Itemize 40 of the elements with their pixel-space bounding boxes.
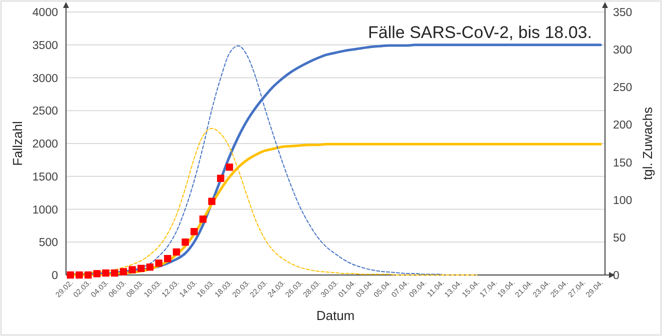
y2-tick-label: 150 [613, 157, 632, 170]
point [76, 271, 83, 279]
point [66, 271, 74, 279]
y2-tick-label: 300 [613, 44, 632, 57]
y2-tick-label: 100 [613, 194, 632, 207]
y-tick-label: 1000 [32, 204, 58, 216]
y2-tick-label: 250 [613, 82, 632, 94]
y2-axis-title: tgl. Zuwachs [640, 106, 655, 180]
point [102, 269, 110, 277]
y2-tick-label: 350 [613, 7, 632, 20]
point [155, 260, 162, 267]
point [199, 216, 207, 223]
point [128, 266, 136, 274]
point [182, 238, 189, 246]
y-tick-label: 2500 [32, 106, 58, 118]
point [226, 164, 234, 171]
y2-tick-label: 50 [613, 232, 626, 244]
y2-tick-label: 200 [613, 120, 632, 132]
point [111, 269, 118, 277]
point [138, 264, 145, 272]
y-tick-label: 4000 [32, 7, 58, 20]
y-tick-label: 3500 [32, 40, 58, 52]
y-axis-title: Fallzahl [10, 120, 25, 166]
point [190, 228, 198, 236]
y-tick-label: 500 [38, 237, 58, 250]
text: Fälle SARS-CoV-2, bis 18.03. [368, 23, 592, 42]
point [217, 174, 224, 182]
point [208, 198, 216, 205]
point [93, 270, 101, 278]
point [120, 268, 128, 276]
y-tick-label: 1500 [32, 171, 58, 184]
point [164, 254, 172, 262]
y-tick-label: 3000 [32, 72, 58, 85]
point [146, 264, 154, 271]
y-tick-label: 2000 [32, 138, 58, 151]
y-tick-label: 0 [52, 270, 58, 282]
point [84, 271, 92, 279]
x-axis-title: Datum [316, 308, 355, 323]
y2-tick-label: 0 [613, 270, 620, 282]
point [172, 248, 180, 256]
